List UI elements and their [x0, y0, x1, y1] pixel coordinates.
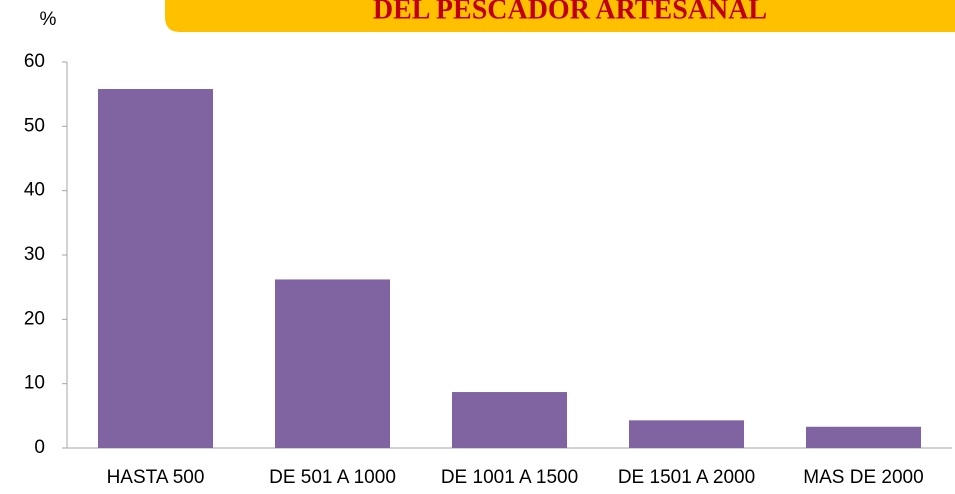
x-tick-label: DE 1001 A 1500	[441, 467, 578, 488]
bar	[805, 426, 922, 448]
x-tick-label: DE 1501 A 2000	[618, 467, 755, 488]
bar	[451, 392, 568, 448]
title-banner	[165, 0, 955, 32]
y-tick-label: 20	[24, 308, 45, 329]
y-tick-label: 30	[24, 244, 45, 265]
chart-title: DEL PESCADOR ARTESANAL	[373, 0, 767, 25]
bar	[628, 420, 745, 448]
bar	[274, 279, 391, 448]
x-tick-label: HASTA 500	[107, 467, 205, 488]
y-tick-label: 40	[24, 180, 45, 201]
bar	[97, 89, 214, 449]
y-axis-label: %	[40, 9, 57, 30]
y-tick-label: 0	[34, 437, 45, 458]
x-tick-label: DE 501 A 1000	[269, 467, 396, 488]
y-tick-label: 60	[24, 51, 45, 72]
y-tick-label: 50	[24, 115, 45, 136]
x-tick-label: MAS DE 2000	[803, 467, 923, 488]
y-tick-label: 10	[24, 373, 45, 394]
